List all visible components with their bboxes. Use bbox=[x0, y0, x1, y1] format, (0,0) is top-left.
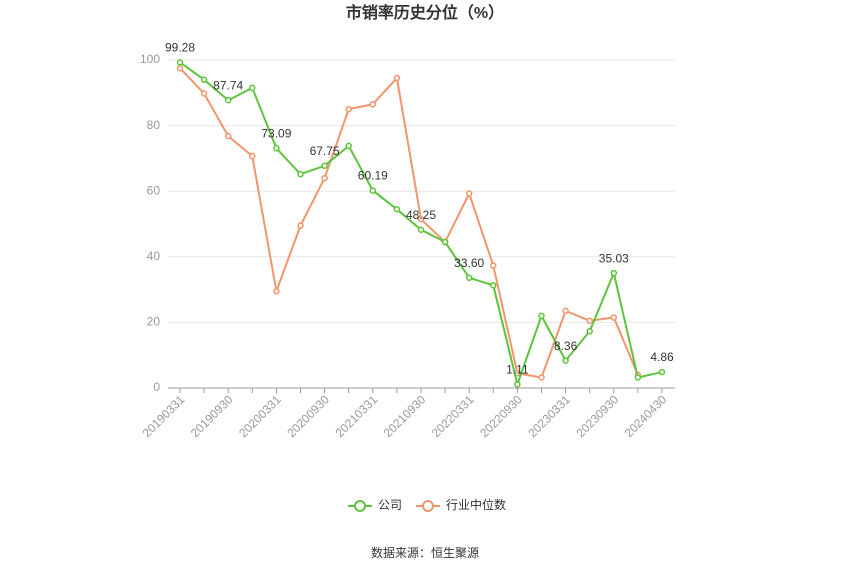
data-point bbox=[224, 132, 232, 140]
x-tick-label: 20220930 bbox=[477, 392, 525, 440]
data-point bbox=[610, 314, 618, 321]
legend-marker bbox=[354, 500, 366, 512]
data-point bbox=[417, 226, 425, 233]
data-point bbox=[658, 368, 666, 376]
x-tick-label: 20230930 bbox=[574, 392, 622, 440]
y-tick-label: 60 bbox=[147, 183, 161, 197]
data-point bbox=[393, 74, 401, 82]
chart-title: 市销率历史分位（%） bbox=[346, 3, 504, 22]
series-line bbox=[179, 67, 639, 379]
data-point bbox=[562, 357, 569, 364]
data-label: 48.25 bbox=[406, 208, 436, 222]
data-point bbox=[369, 101, 377, 108]
x-tick-label: 20240430 bbox=[622, 392, 670, 440]
x-tick-label: 20210331 bbox=[333, 392, 381, 440]
data-point bbox=[538, 374, 545, 381]
x-tick-label: 20230331 bbox=[525, 392, 573, 440]
data-point bbox=[562, 307, 569, 315]
data-point bbox=[369, 187, 377, 194]
x-tick-label: 20220331 bbox=[429, 392, 477, 440]
y-tick-label: 40 bbox=[147, 249, 161, 263]
data-point bbox=[249, 152, 256, 160]
data-point bbox=[176, 59, 184, 66]
data-label: 87.74 bbox=[213, 78, 243, 92]
data-point bbox=[345, 142, 352, 150]
data-point bbox=[465, 274, 473, 282]
x-tick-label: 20210930 bbox=[381, 392, 429, 440]
data-point bbox=[634, 374, 642, 381]
data-label: 33.60 bbox=[454, 256, 484, 270]
data-point bbox=[345, 105, 352, 113]
data-label: 4.86 bbox=[650, 350, 674, 364]
data-point bbox=[586, 328, 593, 335]
legend-label: 公司 bbox=[378, 498, 402, 512]
data-point bbox=[224, 96, 232, 104]
data-point bbox=[200, 90, 208, 97]
data-point bbox=[297, 170, 304, 178]
source: 数据来源：恒生聚源 bbox=[371, 545, 479, 560]
data-point bbox=[490, 282, 497, 289]
y-tick-label: 100 bbox=[140, 52, 160, 66]
x-tick-label: 20190930 bbox=[188, 392, 236, 440]
legend-marker bbox=[422, 500, 434, 512]
x-tick-label: 20200331 bbox=[236, 392, 284, 440]
data-point bbox=[297, 222, 304, 229]
data-point bbox=[176, 64, 184, 72]
data-point bbox=[514, 381, 521, 388]
data-point bbox=[610, 269, 618, 277]
data-point bbox=[200, 76, 208, 83]
data-point bbox=[586, 317, 593, 325]
y-tick-label: 0 bbox=[153, 380, 160, 394]
data-label: 99.28 bbox=[165, 41, 195, 55]
data-point bbox=[490, 262, 497, 269]
data-point bbox=[393, 205, 401, 213]
legend-label: 行业中位数 bbox=[446, 497, 506, 512]
data-point bbox=[273, 145, 280, 152]
data-point bbox=[249, 84, 256, 92]
data-point bbox=[465, 190, 473, 197]
data-point bbox=[273, 287, 280, 295]
data-label: 73.09 bbox=[261, 126, 291, 140]
x-tick-label: 20190331 bbox=[140, 392, 188, 440]
data-label: 8.36 bbox=[554, 339, 578, 353]
data-point bbox=[441, 238, 449, 246]
data-label: 1.11 bbox=[506, 363, 529, 377]
data-label: 67.75 bbox=[310, 144, 340, 158]
data-point bbox=[321, 174, 328, 182]
y-tick-label: 20 bbox=[147, 315, 161, 329]
x-tick-label: 20200930 bbox=[284, 392, 332, 440]
data-label: 35.03 bbox=[599, 251, 629, 265]
data-point bbox=[417, 215, 425, 223]
series-line bbox=[179, 61, 663, 388]
data-point bbox=[321, 162, 328, 170]
y-tick-label: 80 bbox=[147, 118, 161, 132]
data-label: 60.19 bbox=[358, 169, 388, 183]
data-point bbox=[538, 312, 545, 320]
